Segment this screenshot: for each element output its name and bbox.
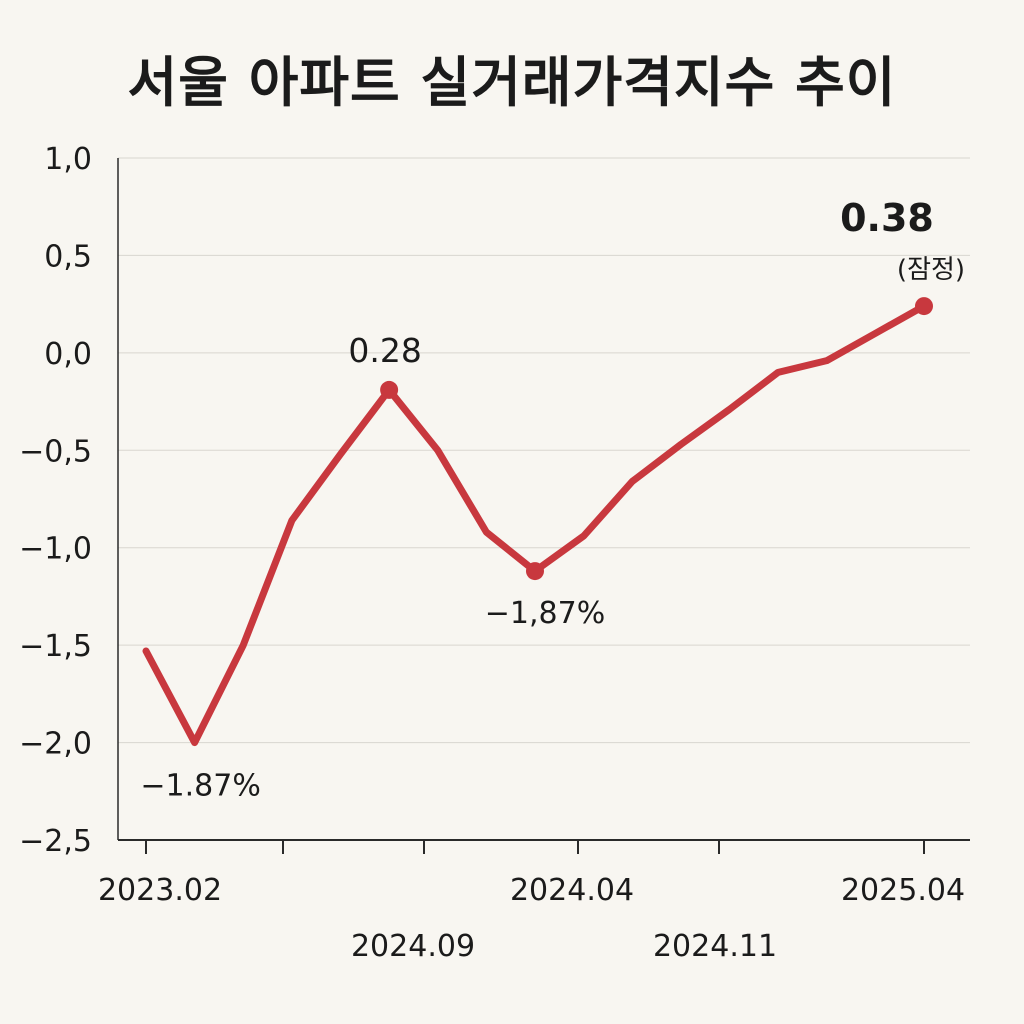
y-tick-labels: 1,0 0,5 0,0 −0,5 −1,0 −1,5 −2,0 −2,5 bbox=[19, 142, 92, 859]
y-tick-label: 0,0 bbox=[44, 337, 92, 372]
annotation-label: −1,87% bbox=[485, 596, 605, 631]
annotations: −1.87% 0.28 −1,87% 0.38 (잠정) bbox=[140, 196, 965, 803]
y-tick-label: −0,5 bbox=[19, 434, 92, 469]
annotation-label: −1.87% bbox=[140, 769, 260, 804]
series-layer bbox=[142, 297, 933, 747]
gridlines bbox=[118, 157, 970, 744]
x-tick-label: 2025.04 bbox=[841, 873, 965, 908]
x-tick-labels: 2023.02 2024.09 2024.04 2024.11 2025.04 bbox=[98, 873, 965, 964]
axes bbox=[117, 158, 970, 854]
annotation-sublabel: (잠정) bbox=[897, 255, 965, 285]
annotation-label: 0.38 bbox=[840, 196, 934, 240]
x-tick-label: 2024.04 bbox=[510, 873, 634, 908]
y-tick-label: −2,5 bbox=[19, 824, 92, 859]
data-point-marker bbox=[915, 297, 933, 316]
annotation-label: 0.28 bbox=[348, 331, 421, 370]
y-tick-label: 0,5 bbox=[44, 239, 92, 274]
x-tick-label: 2023.02 bbox=[98, 873, 222, 908]
data-point-marker bbox=[380, 380, 399, 399]
y-tick-label: 1,0 bbox=[44, 142, 92, 177]
chart-title: 서울 아파트 실거래가격지수 추이 bbox=[127, 51, 897, 114]
y-tick-label: −1,5 bbox=[19, 629, 92, 664]
series-line bbox=[142, 302, 928, 747]
x-tick-label: 2024.11 bbox=[653, 929, 777, 964]
x-tick-label: 2024.09 bbox=[351, 929, 475, 964]
y-tick-label: −1,0 bbox=[19, 532, 92, 567]
data-point-marker bbox=[526, 562, 544, 581]
y-tick-label: −2,0 bbox=[19, 727, 92, 762]
